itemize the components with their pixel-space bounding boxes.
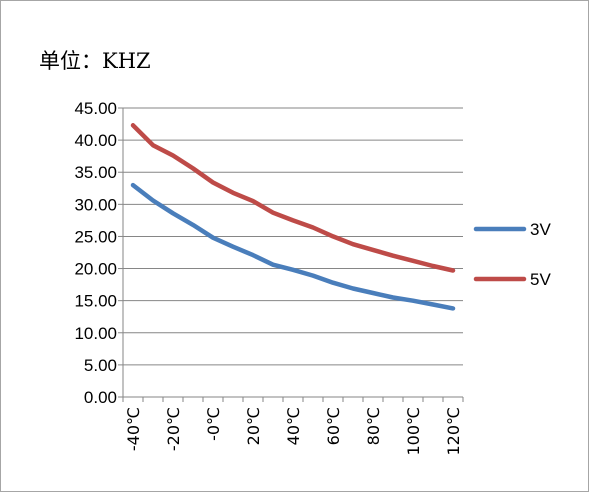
y-tick-label: 5.00 <box>84 356 117 375</box>
y-tick-label: 20.00 <box>74 260 117 279</box>
legend: 3V 5V <box>473 220 551 289</box>
x-axis-tick-labels: -40℃ -20℃ -0℃ 20℃ 40℃ 60℃ 80℃ 100℃ 120℃ <box>124 407 463 456</box>
x-tick-label: 40℃ <box>284 407 303 445</box>
x-tick-label: 100℃ <box>404 407 423 456</box>
x-tick-label: 60℃ <box>324 407 343 445</box>
x-tick-label: -40℃ <box>124 407 143 451</box>
y-tick-label: 45.00 <box>74 99 117 118</box>
y-tick-label: 40.00 <box>74 131 117 150</box>
y-axis-tick-labels: 0.00 5.00 10.00 15.00 20.00 25.00 30.00 35.00 40… <box>74 99 117 407</box>
x-tick-label: 80℃ <box>364 407 383 445</box>
x-tick-label: 120℃ <box>444 407 463 456</box>
unit-label: 单位：KHZ <box>39 49 151 73</box>
y-tick-label: 15.00 <box>74 292 117 311</box>
x-tick-label: -20℃ <box>164 407 183 451</box>
legend-label-3V: 3V <box>530 220 551 239</box>
series-line-5V <box>130 123 456 273</box>
legend-label-5V: 5V <box>530 270 551 289</box>
x-tick-label: -0℃ <box>204 407 223 441</box>
y-tick-label: 35.00 <box>74 163 117 182</box>
x-tick-label: 20℃ <box>244 407 263 445</box>
axes <box>118 107 464 402</box>
series-line-3V <box>130 182 456 311</box>
gridlines <box>123 107 463 366</box>
y-tick-label: 0.00 <box>84 388 117 407</box>
series-lines <box>130 123 456 311</box>
y-tick-label: 10.00 <box>74 324 117 343</box>
y-tick-label: 30.00 <box>74 195 117 214</box>
y-tick-label: 25.00 <box>74 227 117 246</box>
